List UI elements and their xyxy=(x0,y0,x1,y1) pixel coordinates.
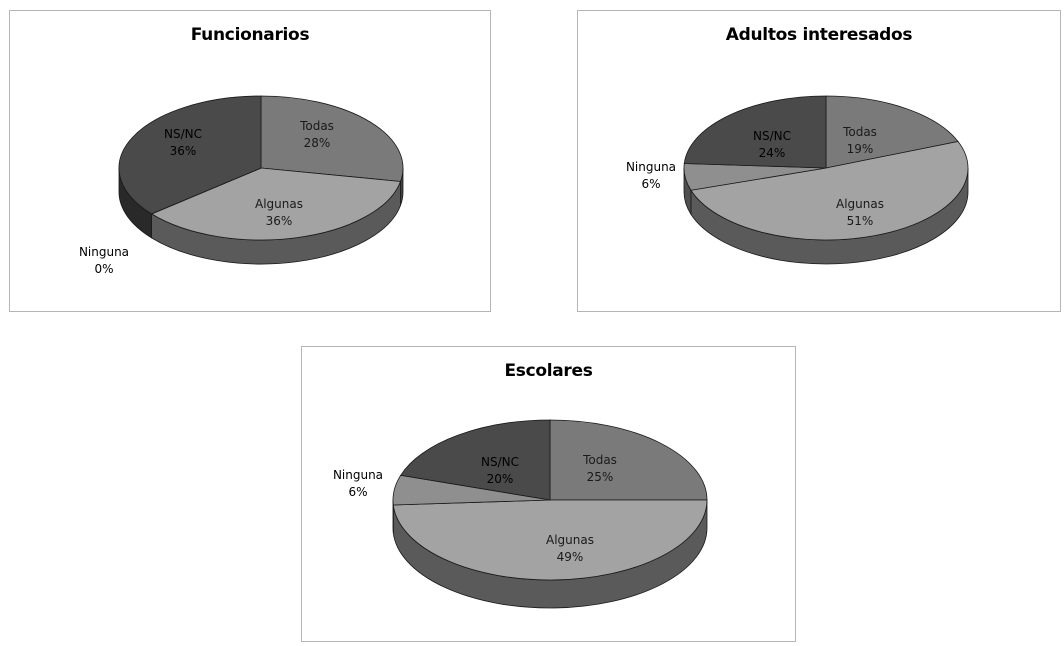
svg-text:24%: 24% xyxy=(759,146,786,160)
pie-slice-algunas xyxy=(150,167,402,241)
chart-title: Funcionarios xyxy=(190,25,310,45)
svg-text:49%: 49% xyxy=(557,550,584,564)
svg-text:36%: 36% xyxy=(170,144,197,158)
data-label-ninguna: Ninguna 6% xyxy=(626,160,676,191)
svg-text:36%: 36% xyxy=(266,214,293,228)
svg-text:25%: 25% xyxy=(587,470,614,484)
svg-text:20%: 20% xyxy=(487,472,514,486)
pie-slice-todas xyxy=(549,419,708,501)
svg-text:Algunas: Algunas xyxy=(546,533,594,547)
chart-adultos-interesados: Adultos interesados Todas 19% Algunas 51% Ni… xyxy=(577,10,1061,312)
chart-funcionarios: Funcionarios Todas 28% Algunas 36% Ninguna 0%… xyxy=(9,10,491,312)
svg-text:Todas: Todas xyxy=(299,119,334,133)
svg-text:28%: 28% xyxy=(304,136,331,150)
svg-text:Algunas: Algunas xyxy=(836,197,884,211)
chart-title: Escolares xyxy=(504,361,593,381)
svg-text:Ninguna: Ninguna xyxy=(79,245,129,259)
data-label-algunas: Algunas 51% xyxy=(836,197,884,228)
svg-text:6%: 6% xyxy=(641,177,660,191)
chart-escolares: Escolares Todas 25% Algunas 49% Ninguna 6% NS/… xyxy=(301,346,796,642)
svg-text:Todas: Todas xyxy=(842,125,877,139)
pie-chart-adultos-interesados: Todas 19% Algunas 51% Ninguna 6% NS/NC 24% xyxy=(626,95,969,265)
svg-text:Ninguna: Ninguna xyxy=(333,468,383,482)
pie-slice-nsnc xyxy=(400,419,551,501)
svg-text:Algunas: Algunas xyxy=(255,197,303,211)
svg-text:0%: 0% xyxy=(94,262,113,276)
pie-slice-nsnc xyxy=(683,95,827,169)
chart-title: Adultos interesados xyxy=(725,25,913,45)
pie-slice-nsnc xyxy=(118,95,262,215)
pie-slice-todas xyxy=(825,95,959,169)
svg-text:NS/NC: NS/NC xyxy=(481,455,519,469)
data-label-ninguna: Ninguna 0% xyxy=(79,245,129,276)
pie-slice-algunas xyxy=(392,499,708,581)
pie-chart-escolares: Todas 25% Algunas 49% Ninguna 6% NS/NC 20% xyxy=(333,419,708,609)
pie-slice-todas xyxy=(260,95,404,182)
svg-text:Ninguna: Ninguna xyxy=(626,160,676,174)
pie-slice-algunas xyxy=(690,141,969,241)
svg-text:NS/NC: NS/NC xyxy=(164,127,202,141)
data-label-todas: Todas 19% xyxy=(842,125,877,156)
data-label-todas: Todas 25% xyxy=(582,453,617,484)
svg-text:19%: 19% xyxy=(847,142,874,156)
svg-text:Todas: Todas xyxy=(582,453,617,467)
data-label-todas: Todas 28% xyxy=(299,119,334,150)
svg-text:51%: 51% xyxy=(847,214,874,228)
data-label-algunas: Algunas 36% xyxy=(255,197,303,228)
data-label-nsnc: NS/NC 36% xyxy=(164,127,202,158)
pie-chart-funcionarios: Todas 28% Algunas 36% Ninguna 0% NS/NC 36% xyxy=(79,95,404,276)
svg-text:6%: 6% xyxy=(348,485,367,499)
data-label-ninguna: Ninguna 6% xyxy=(333,468,383,499)
svg-text:NS/NC: NS/NC xyxy=(753,129,791,143)
data-label-nsnc: NS/NC 24% xyxy=(753,129,791,160)
data-label-nsnc: NS/NC 20% xyxy=(481,455,519,486)
data-label-algunas: Algunas 49% xyxy=(546,533,594,564)
